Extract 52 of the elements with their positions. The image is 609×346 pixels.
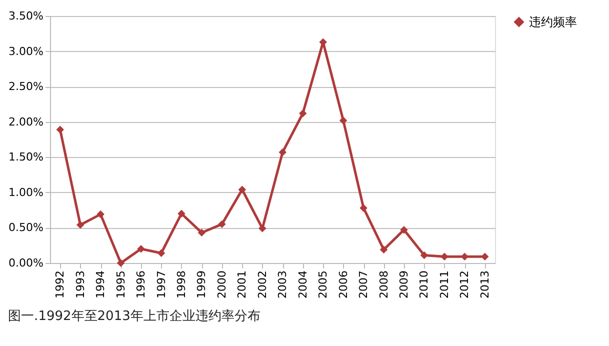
x-tick-label: 2010 <box>418 270 431 298</box>
point <box>258 224 266 232</box>
y-tick-label: 0.00% <box>8 256 44 270</box>
x-tick-label: 1997 <box>154 270 168 298</box>
point <box>339 116 348 124</box>
point <box>420 251 428 260</box>
point <box>400 226 408 234</box>
point <box>96 210 104 218</box>
x-tick-label: 2011 <box>438 270 451 298</box>
y-tick-label: 1.50% <box>8 150 44 164</box>
point <box>116 259 125 267</box>
x-tick-label: 2007 <box>357 270 370 298</box>
x-tick-label: 1993 <box>74 270 87 298</box>
point <box>238 186 246 194</box>
x-tick-label: 1998 <box>174 270 188 298</box>
point <box>440 252 448 261</box>
x-tick-label: 1995 <box>114 270 128 298</box>
y-tick-label: 2.50% <box>8 80 44 94</box>
x-tick-label: 2002 <box>256 270 269 298</box>
point <box>360 204 368 212</box>
point <box>178 210 186 218</box>
point <box>157 249 166 257</box>
x-tick-label: 1994 <box>94 270 108 298</box>
point <box>137 245 145 253</box>
legend-label: 违约频率 <box>529 15 577 29</box>
x-tick-label: 2003 <box>276 270 290 298</box>
x-tick-label: 1999 <box>195 270 208 298</box>
x-tick-label: 2008 <box>377 270 390 298</box>
point <box>76 221 84 229</box>
y-tick-label: 3.00% <box>8 44 44 58</box>
point <box>198 228 206 237</box>
y-tick-label: 1.00% <box>8 186 44 199</box>
x-tick-label: 2001 <box>236 270 249 298</box>
x-tick-label: 1996 <box>134 270 148 298</box>
point <box>298 110 307 118</box>
point <box>56 126 64 134</box>
point <box>481 252 489 261</box>
y-tick-label: 3.50% <box>8 10 44 22</box>
x-tick-label: 2006 <box>336 270 350 298</box>
x-tick-label: 2013 <box>478 270 492 298</box>
y-tick-label: 0.50% <box>8 221 44 234</box>
point <box>380 246 388 254</box>
x-tick-label: 2009 <box>397 270 410 298</box>
x-tick-label: 1992 <box>54 270 67 298</box>
text: 图一.1992年至2013年上市企业违约率分布 <box>8 308 260 324</box>
x-tick-label: 2004 <box>296 270 310 298</box>
x-tick-label: 2005 <box>316 270 330 298</box>
x-tick-label: 2000 <box>215 270 228 298</box>
x-tick-label: 2012 <box>458 270 472 298</box>
y-tick-label: 2.00% <box>8 115 44 128</box>
point <box>278 148 286 156</box>
point <box>218 220 226 228</box>
